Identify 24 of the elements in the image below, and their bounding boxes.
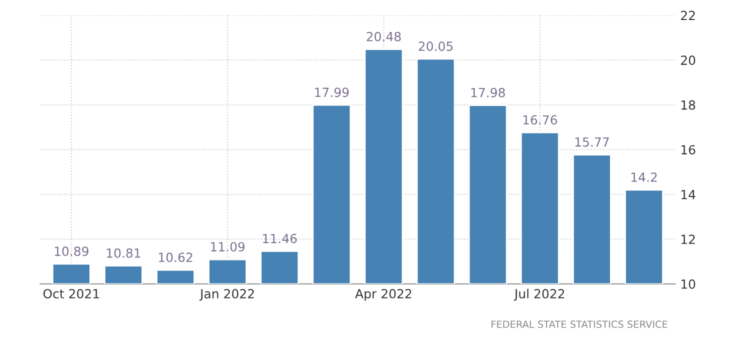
y-tick-label: 18	[681, 100, 696, 110]
x-tick-label: Jul 2022	[514, 288, 564, 301]
data-label: 16.76	[523, 115, 558, 125]
x-tick-label: Oct 2021	[43, 288, 99, 298]
y-tick-label: 10	[681, 279, 696, 289]
data-label: 10.81	[106, 248, 140, 258]
data-label: 17.99	[315, 88, 349, 98]
data-label: 20.05	[418, 42, 453, 51]
data-label: 20.48	[366, 32, 401, 42]
y-tick-label: 22	[681, 10, 695, 20]
data-label: 10.89	[54, 246, 88, 256]
data-label: 10.62	[158, 252, 192, 262]
data-label: 11.09	[211, 242, 245, 252]
data-label: 11.46	[263, 234, 297, 244]
text: FEDERAL STATE STATISTICS SERVICE	[492, 320, 668, 328]
y-tick-label: 16	[681, 145, 696, 155]
data-label: 17.98	[471, 88, 505, 98]
x-tick-label: Apr 2022	[355, 288, 412, 301]
y-tick-label: 14	[681, 190, 696, 200]
y-tick-label: 12	[681, 234, 695, 244]
data-label: 14.2	[631, 172, 657, 182]
x-tick-label: Jan 2022	[199, 288, 254, 301]
y-tick-label: 20	[681, 56, 696, 65]
data-label: 15.77	[575, 137, 609, 147]
